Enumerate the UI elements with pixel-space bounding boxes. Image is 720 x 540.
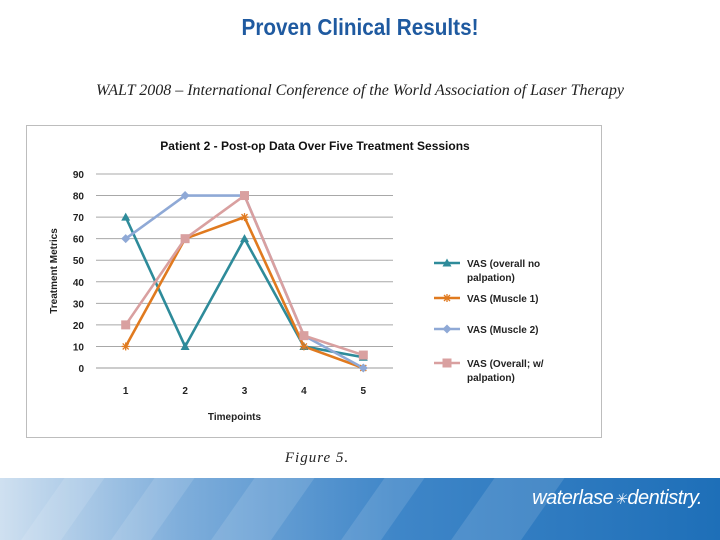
data-point <box>240 213 249 222</box>
chart-title: Patient 2 - Post-op Data Over Five Treat… <box>160 139 470 153</box>
data-point <box>240 234 249 243</box>
legend-marker <box>442 324 452 334</box>
y-tick-label: 50 <box>73 256 85 267</box>
legend-marker <box>442 358 452 368</box>
y-tick-label: 20 <box>73 321 85 332</box>
data-point <box>121 212 131 221</box>
data-point <box>240 191 249 201</box>
y-tick-label: 60 <box>73 235 85 246</box>
data-point <box>358 350 368 360</box>
x-tick-label: 1 <box>123 386 129 397</box>
y-tick-label: 0 <box>78 364 84 375</box>
x-tick-label: 2 <box>182 386 188 397</box>
legend-label: VAS (Muscle 1) <box>467 294 539 305</box>
data-point <box>121 234 131 244</box>
legend-label: VAS (overall no <box>467 259 540 270</box>
y-tick-label: 80 <box>73 192 85 203</box>
data-point <box>180 234 190 244</box>
brand-star-icon: ✳ <box>614 491 627 508</box>
line-chart: Patient 2 - Post-op Data Over Five Treat… <box>49 139 544 423</box>
legend-marker <box>442 258 452 267</box>
slide-title: Proven Clinical Results! <box>241 14 479 40</box>
figure-caption: Figure 5. <box>284 450 350 466</box>
data-point <box>358 363 368 373</box>
data-point <box>121 342 130 351</box>
y-tick-label: 30 <box>73 299 85 310</box>
legend-label: palpation) <box>467 273 515 284</box>
y-tick-label: 10 <box>73 342 85 353</box>
brand-name-part1: waterlase <box>532 487 614 509</box>
data-point <box>180 341 190 350</box>
y-tick-label: 70 <box>73 213 85 224</box>
legend-label: VAS (Muscle 2) <box>467 325 539 336</box>
y-axis-title: Treatment Metrics <box>49 228 60 314</box>
y-tick-label: 90 <box>73 170 85 181</box>
data-point <box>299 342 308 351</box>
legend-label: palpation) <box>467 373 515 384</box>
brand-logo: waterlase ✳ dentistry. <box>532 487 702 509</box>
data-point <box>299 331 309 341</box>
y-tick-label: 40 <box>73 278 85 289</box>
chart-frame: Patient 2 - Post-op Data Over Five Treat… <box>26 125 602 438</box>
x-tick-label: 4 <box>301 386 307 397</box>
brand-name-part2: dentistry. <box>627 487 702 509</box>
footer-band <box>0 478 720 540</box>
data-point <box>180 191 190 201</box>
data-point <box>121 320 131 330</box>
slide-subtitle: WALT 2008 – International Conference of … <box>96 82 624 99</box>
x-tick-label: 5 <box>361 386 367 397</box>
legend-marker <box>443 294 451 302</box>
x-axis-title: Timepoints <box>208 412 262 423</box>
legend-label: VAS (Overall; w/ <box>467 359 544 370</box>
x-tick-label: 3 <box>242 386 248 397</box>
